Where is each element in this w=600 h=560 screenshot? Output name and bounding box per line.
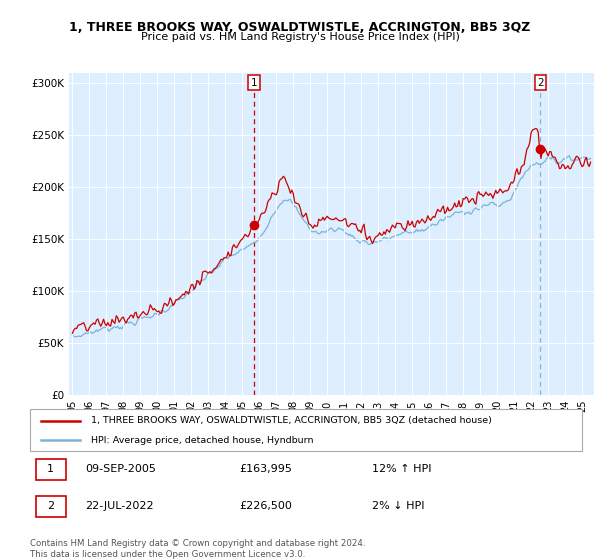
Text: £163,995: £163,995 xyxy=(240,464,293,474)
Text: 1, THREE BROOKS WAY, OSWALDTWISTLE, ACCRINGTON, BB5 3QZ: 1, THREE BROOKS WAY, OSWALDTWISTLE, ACCR… xyxy=(70,21,530,34)
Text: 22-JUL-2022: 22-JUL-2022 xyxy=(85,501,154,511)
Text: 2% ↓ HPI: 2% ↓ HPI xyxy=(372,501,425,511)
Text: £226,500: £226,500 xyxy=(240,501,293,511)
Text: Contains HM Land Registry data © Crown copyright and database right 2024.
This d: Contains HM Land Registry data © Crown c… xyxy=(30,539,365,559)
Text: 2: 2 xyxy=(47,501,54,511)
FancyBboxPatch shape xyxy=(30,409,582,451)
Text: HPI: Average price, detached house, Hyndburn: HPI: Average price, detached house, Hynd… xyxy=(91,436,313,445)
Text: 2: 2 xyxy=(537,78,544,87)
Text: 1: 1 xyxy=(251,78,257,87)
FancyBboxPatch shape xyxy=(35,496,66,516)
Text: 12% ↑ HPI: 12% ↑ HPI xyxy=(372,464,432,474)
Text: Price paid vs. HM Land Registry's House Price Index (HPI): Price paid vs. HM Land Registry's House … xyxy=(140,32,460,42)
Text: 1, THREE BROOKS WAY, OSWALDTWISTLE, ACCRINGTON, BB5 3QZ (detached house): 1, THREE BROOKS WAY, OSWALDTWISTLE, ACCR… xyxy=(91,416,491,425)
Text: 1: 1 xyxy=(47,464,54,474)
Text: 09-SEP-2005: 09-SEP-2005 xyxy=(85,464,156,474)
FancyBboxPatch shape xyxy=(35,459,66,479)
